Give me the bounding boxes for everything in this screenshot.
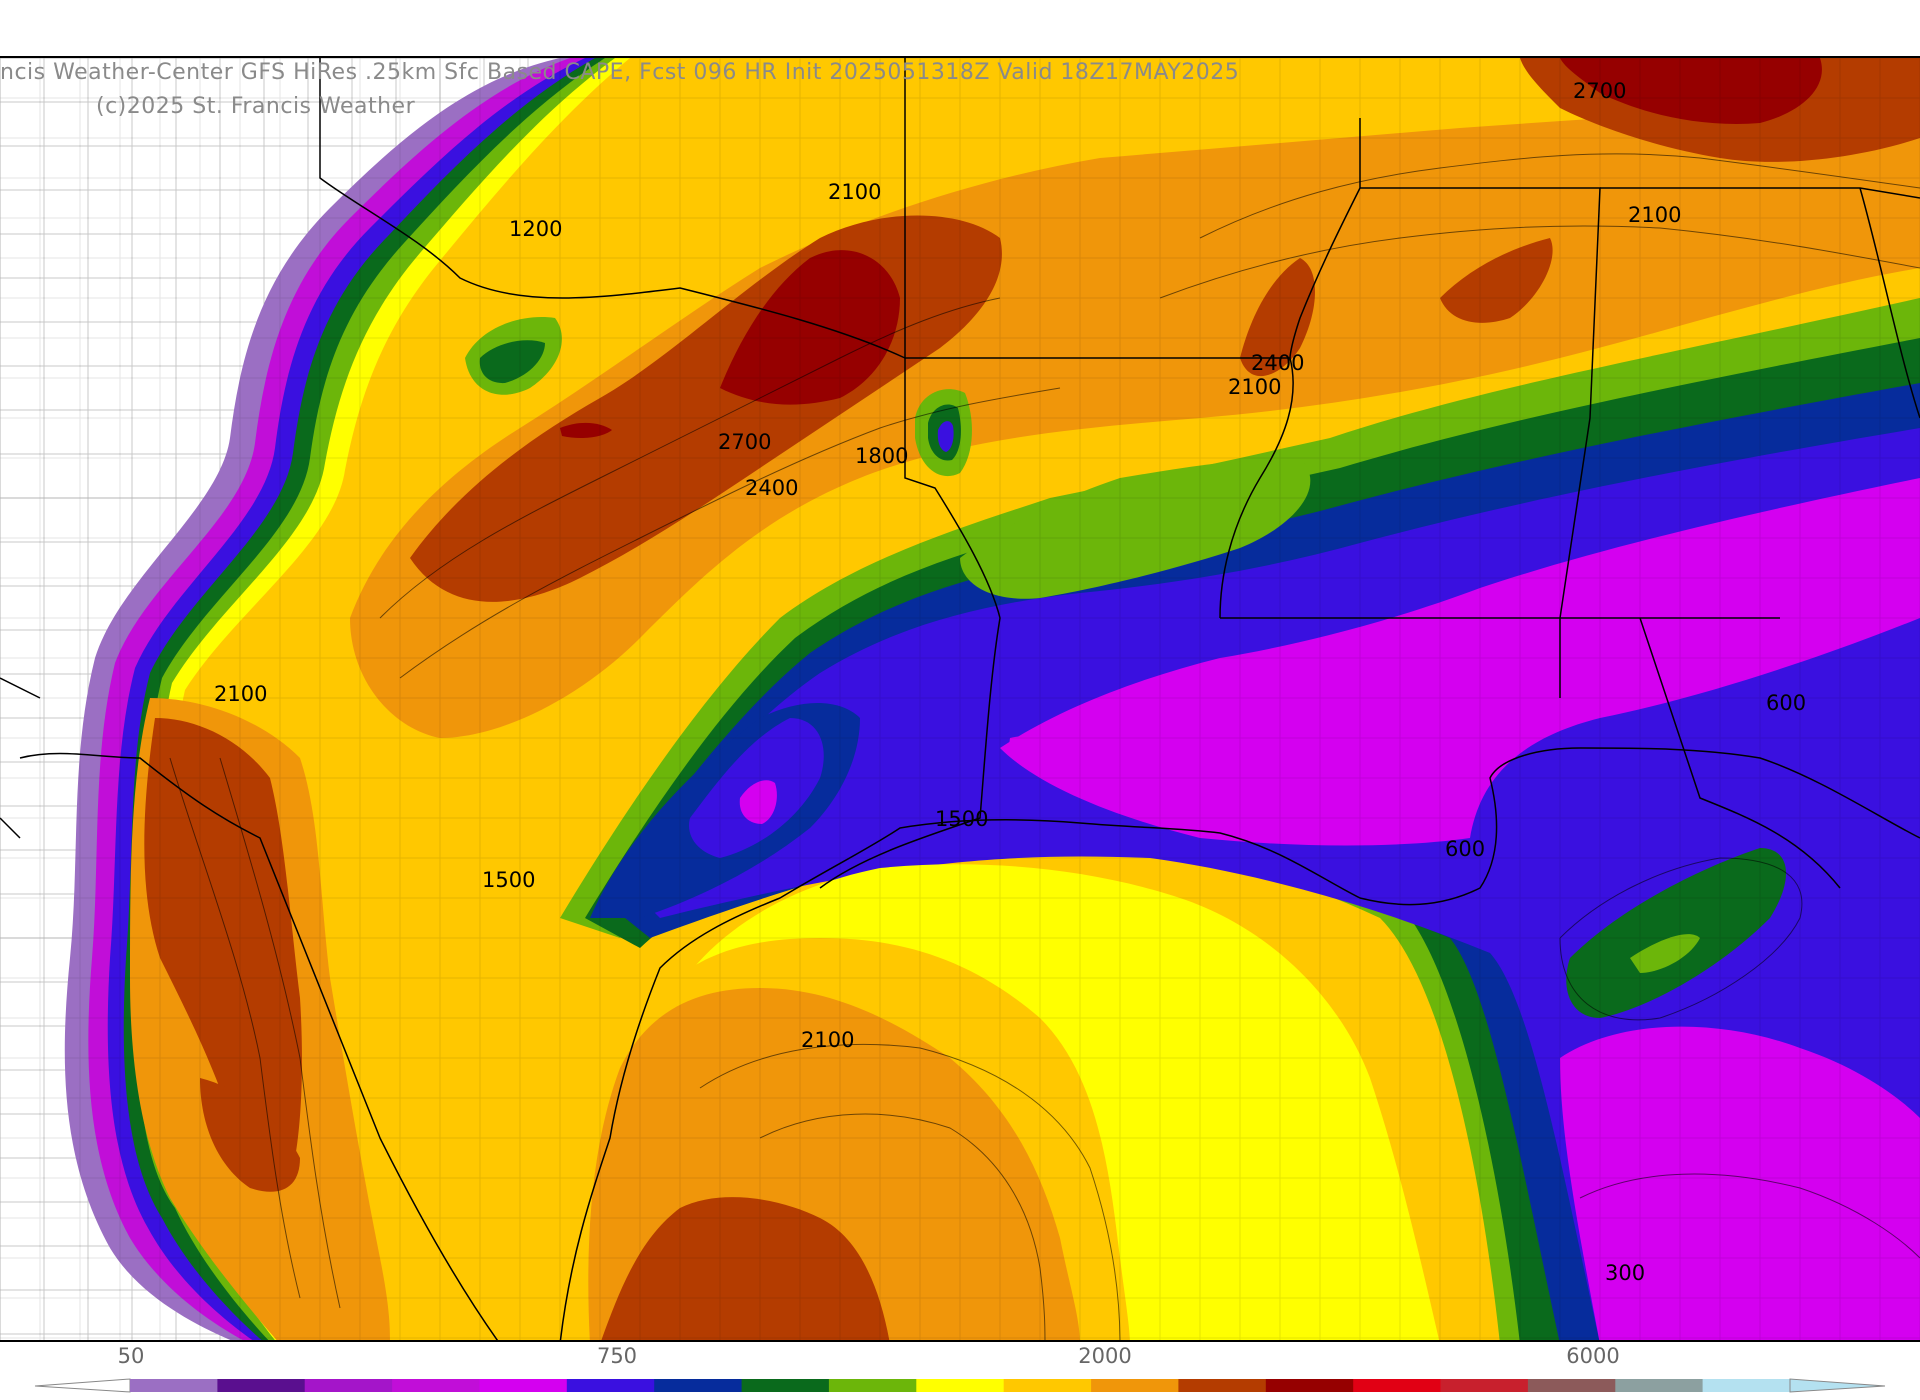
contour-label: 1500 <box>935 807 988 831</box>
colorbar-swatch <box>916 1379 1005 1392</box>
map-copyright: (c)2025 St. Francis Weather <box>96 94 416 119</box>
colorbar-swatch <box>304 1379 393 1392</box>
contour-label: 2100 <box>214 682 267 706</box>
cape-isolines <box>169 153 1920 1340</box>
cape-map-canvas: 2700 2100 1200 2100 2400 2100 2700 1800 … <box>0 58 1920 1340</box>
colorbar-extend-right <box>1789 1378 1886 1393</box>
cape-map: 2700 2100 1200 2100 2400 2100 2700 1800 … <box>0 56 1920 1342</box>
contour-label: 600 <box>1766 691 1806 715</box>
colorbar-swatch <box>654 1379 743 1392</box>
colorbar-swatch <box>741 1379 830 1392</box>
contour-label: 2100 <box>1228 375 1281 399</box>
contour-label: 1200 <box>509 217 562 241</box>
contour-label: 1500 <box>482 868 535 892</box>
coastline <box>559 747 1920 1340</box>
colorbar-swatch <box>1091 1379 1179 1392</box>
colorbar-extend-left <box>34 1378 131 1393</box>
colorbar-swatch <box>828 1379 917 1392</box>
colorbar-swatch <box>479 1379 568 1392</box>
contour-labels: 2700 2100 1200 2100 2400 2100 2700 1800 … <box>214 79 1806 1285</box>
contour-label: 2700 <box>1573 79 1626 103</box>
colorbar-tick-label: 6000 <box>1566 1344 1620 1368</box>
colorbar-swatch <box>1003 1379 1092 1392</box>
colorbar <box>34 1378 1886 1393</box>
colorbar-swatch <box>1265 1379 1354 1392</box>
map-title: ncis Weather-Center GFS HiRes .25km Sfc … <box>0 60 1240 85</box>
contour-label: 1800 <box>855 444 908 468</box>
colorbar-swatch <box>1702 1379 1791 1392</box>
contour-label: 2400 <box>745 476 798 500</box>
county-grid-overlay <box>0 58 1920 1340</box>
contour-label: 300 <box>1605 1261 1645 1285</box>
colorbar-swatch <box>1527 1379 1616 1392</box>
colorbar-tick-label: 2000 <box>1078 1344 1132 1368</box>
colorbar-tick-label: 750 <box>596 1344 638 1368</box>
contour-label: 2100 <box>801 1028 854 1052</box>
contour-label: 600 <box>1445 837 1485 861</box>
colorbar-swatch <box>566 1379 655 1392</box>
contour-label: 2100 <box>828 180 881 204</box>
colorbar-tick-label: 50 <box>117 1344 145 1368</box>
colorbar-swatch <box>217 1379 306 1392</box>
colorbar-swatch <box>1178 1379 1267 1392</box>
contour-label: 2700 <box>718 430 771 454</box>
colorbar-swatch <box>392 1379 480 1392</box>
contour-label: 2100 <box>1628 203 1681 227</box>
colorbar-swatch <box>1440 1379 1529 1392</box>
colorbar-tick-labels: 50 750 2000 6000 <box>0 1344 1920 1368</box>
colorbar-swatch <box>1615 1379 1704 1392</box>
contour-label: 2400 <box>1251 351 1304 375</box>
colorbar-swatch <box>130 1379 218 1392</box>
colorbar-swatch <box>1353 1379 1442 1392</box>
state-borders <box>0 58 1920 1340</box>
